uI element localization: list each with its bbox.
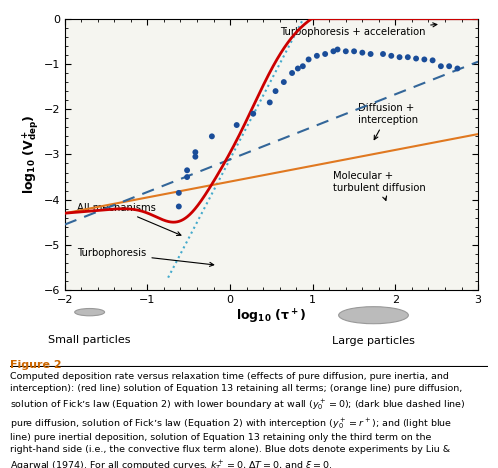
Point [437,62,445,70]
Circle shape [339,307,408,324]
Point [294,65,302,72]
Point [299,62,307,70]
Point [249,110,257,117]
Point [379,50,387,58]
Text: Small particles: Small particles [48,335,131,344]
Point [429,57,437,64]
Text: Diffusion +
interception: Diffusion + interception [358,103,418,139]
Point [183,167,191,174]
Point [208,132,216,140]
Point [420,56,428,63]
Point [191,148,199,156]
Point [453,65,461,72]
Point [395,53,403,61]
Text: Turbophoresis: Turbophoresis [77,248,214,266]
Text: Molecular +
turbulent diffusion: Molecular + turbulent diffusion [334,171,426,200]
Point [334,46,342,53]
Point [191,153,199,161]
Circle shape [75,308,105,316]
Point [342,48,350,55]
Point [404,53,412,61]
Point [288,69,296,77]
Point [183,173,191,181]
Point [350,48,358,55]
Point [175,189,183,197]
Point [321,50,329,58]
Text: Large particles: Large particles [332,336,415,346]
Point [445,62,453,70]
Point [387,52,395,59]
Point [359,49,367,56]
Text: Computed deposition rate versus relaxation time (effects of pure diffusion, pure: Computed deposition rate versus relaxati… [10,372,466,468]
Point [305,56,313,63]
Text: Figure 2: Figure 2 [10,360,62,370]
X-axis label: $\mathbf{log_{10}\ (\tau^+)}$: $\mathbf{log_{10}\ (\tau^+)}$ [237,308,306,326]
Point [412,55,420,62]
Y-axis label: $\mathbf{log_{10}\ (V^+_{dep})}$: $\mathbf{log_{10}\ (V^+_{dep})}$ [20,115,41,194]
Point [175,203,183,210]
Text: All mechanisms: All mechanisms [77,203,181,235]
Point [280,78,288,86]
Point [266,99,274,106]
Point [233,121,241,129]
Point [367,50,374,58]
Point [330,48,338,55]
Text: Turbophoresis + acceleration: Turbophoresis + acceleration [280,23,437,37]
Point [313,52,321,59]
Point [271,88,279,95]
